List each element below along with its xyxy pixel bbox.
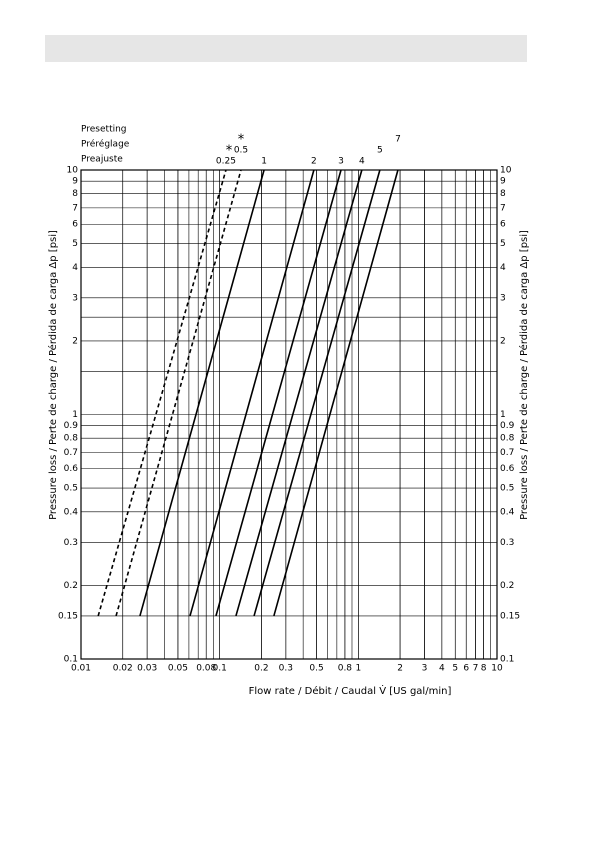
x-tick-label: 0.01 — [71, 664, 91, 674]
y-tick-label: 0.6 — [64, 464, 79, 474]
x-axis-label: Flow rate / Débit / Caudal V̇ [US gal/mi… — [249, 684, 452, 697]
plot-frame — [80, 169, 498, 660]
y-axis-label-right: Pressure loss / Perte de charge / Pérdid… — [518, 230, 530, 520]
x-tick-label: 0.05 — [168, 664, 188, 674]
x-tick-label: 7 — [473, 664, 479, 674]
x-tick-label: 6 — [463, 664, 469, 674]
x-tick-label: 4 — [439, 664, 445, 674]
series-footnote-mark: * — [238, 133, 245, 148]
y-tick-label: 0.1 — [64, 655, 78, 665]
y-tick-label: 0.2 — [64, 581, 78, 591]
y-tick-label-right: 0.15 — [500, 611, 520, 621]
x-tick-label: 8 — [481, 664, 487, 674]
series-label: 0.5 — [234, 146, 248, 156]
x-tick-label: 10 — [491, 664, 503, 674]
x-tick-label: 0.2 — [254, 664, 268, 674]
y-tick-label: 0.3 — [64, 538, 78, 548]
y-tick-label-right: 2 — [500, 336, 506, 346]
x-tick-label: 1 — [355, 664, 361, 674]
y-tick-label-right: 3 — [500, 293, 506, 303]
y-tick-label-right: 0.3 — [500, 538, 514, 548]
x-tick-label: 0.3 — [279, 664, 293, 674]
y-tick-label: 4 — [72, 263, 78, 273]
y-tick-label: 7 — [72, 203, 78, 213]
series-line — [139, 169, 265, 617]
legend-title: Presetting — [81, 125, 127, 135]
y-tick-label: 0.8 — [64, 434, 79, 444]
y-tick-label: 0.15 — [58, 611, 78, 621]
y-tick-label: 1 — [72, 410, 78, 420]
series-label: 4 — [359, 157, 365, 167]
x-tick-label: 0.5 — [309, 664, 323, 674]
y-tick-label-right: 0.7 — [500, 448, 514, 458]
x-tick-label: 0.8 — [338, 664, 353, 674]
y-tick-label-right: 8 — [500, 189, 506, 199]
series-label: 5 — [377, 146, 383, 156]
y-tick-label-right: 5 — [500, 239, 506, 249]
series-label: 2 — [311, 157, 317, 167]
y-tick-label-right: 7 — [500, 203, 506, 213]
y-tick-label-right: 0.9 — [500, 421, 515, 431]
series-label: 1 — [261, 157, 267, 167]
y-tick-label: 0.5 — [64, 484, 78, 494]
series-line — [273, 169, 399, 617]
y-tick-label-right: 0.8 — [500, 434, 515, 444]
series-label: 0.25 — [216, 157, 236, 167]
series-footnote-mark: * — [226, 144, 233, 159]
y-tick-label: 0.9 — [64, 421, 79, 431]
legend-title: Préréglage — [81, 139, 130, 150]
y-tick-label: 0.7 — [64, 448, 78, 458]
y-tick-label-right: 4 — [500, 263, 506, 273]
y-tick-label: 9 — [72, 177, 78, 187]
series-line — [215, 169, 342, 617]
y-tick-label: 10 — [67, 166, 79, 176]
series-label: 7 — [395, 135, 401, 145]
y-tick-label-right: 0.4 — [500, 507, 515, 517]
y-tick-label-right: 0.5 — [500, 484, 514, 494]
header-bar — [45, 35, 527, 62]
x-tick-label: 0.03 — [137, 664, 157, 674]
y-tick-label: 8 — [72, 189, 78, 199]
y-tick-label: 3 — [72, 293, 78, 303]
x-tick-label: 0.02 — [113, 664, 133, 674]
y-tick-label-right: 6 — [500, 220, 506, 230]
x-tick-label: 0.08 — [196, 664, 216, 674]
y-tick-label: 2 — [72, 336, 78, 346]
x-tick-label: 2 — [397, 664, 403, 674]
series-line — [235, 169, 363, 617]
legend-title: Preajuste — [81, 155, 123, 165]
y-tick-label-right: 9 — [500, 177, 506, 187]
y-axis-label: Pressure loss / Perte de charge / Pérdid… — [47, 230, 59, 520]
y-tick-label-right: 10 — [500, 166, 512, 176]
x-tick-label: 3 — [422, 664, 428, 674]
y-tick-label: 5 — [72, 239, 78, 249]
y-tick-label-right: 0.2 — [500, 581, 514, 591]
series-line — [189, 169, 315, 617]
series-line — [115, 169, 242, 617]
y-tick-label: 6 — [72, 220, 78, 230]
series-line — [253, 169, 381, 617]
x-tick-label: 0.1 — [213, 664, 227, 674]
y-tick-label-right: 1 — [500, 410, 506, 420]
y-tick-label: 0.4 — [64, 507, 79, 517]
series-label: 3 — [338, 157, 344, 167]
y-tick-label-right: 0.6 — [500, 464, 515, 474]
y-tick-label-right: 0.1 — [500, 655, 514, 665]
x-tick-label: 5 — [452, 664, 458, 674]
series-line — [97, 169, 227, 617]
